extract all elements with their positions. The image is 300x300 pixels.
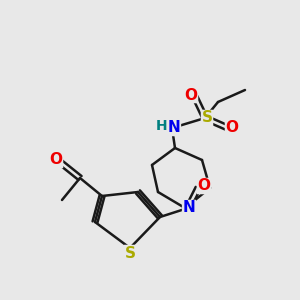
Text: N: N bbox=[168, 121, 180, 136]
Text: O: O bbox=[197, 178, 211, 194]
Text: O: O bbox=[50, 152, 62, 167]
Text: H: H bbox=[156, 119, 168, 133]
Text: N: N bbox=[183, 200, 195, 215]
Text: S: S bbox=[124, 245, 136, 260]
Text: O: O bbox=[184, 88, 197, 103]
Text: O: O bbox=[226, 121, 238, 136]
Text: S: S bbox=[202, 110, 212, 125]
